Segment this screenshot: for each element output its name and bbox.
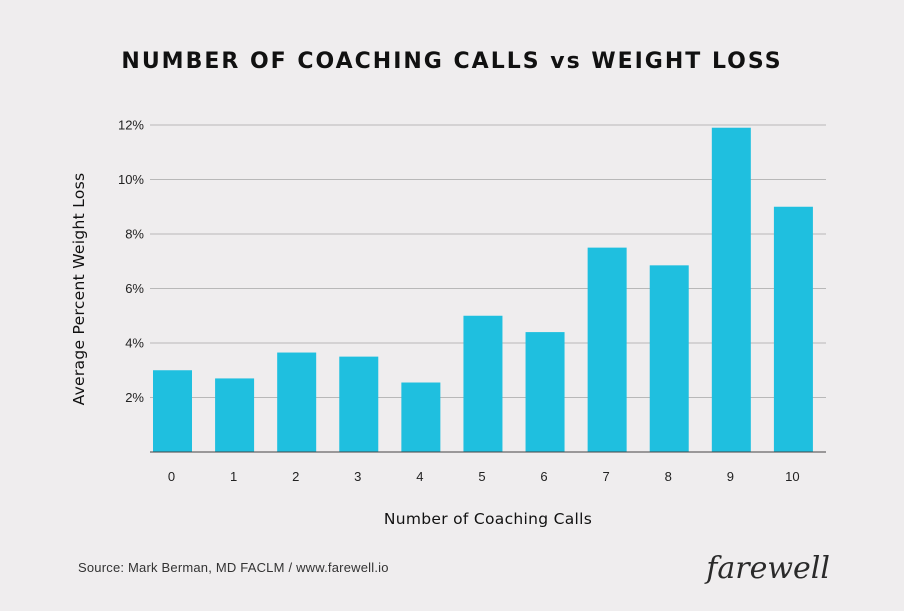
x-axis-ticks: 0 1 2 3 4 5 6 7 8 9 10	[168, 469, 800, 484]
bar-8	[649, 265, 689, 452]
x-tick-label: 4	[416, 469, 423, 484]
y-tick-label: 6%	[125, 281, 144, 296]
bar-4	[401, 382, 441, 452]
bar-3	[339, 356, 379, 452]
chart-title: NUMBER OF COACHING CALLS vs WEIGHT LOSS	[121, 49, 782, 74]
y-tick-label: 4%	[125, 336, 144, 351]
x-tick-label: 9	[727, 469, 734, 484]
x-tick-label: 1	[230, 469, 237, 484]
bar-7	[587, 247, 627, 452]
x-axis-label: Number of Coaching Calls	[384, 510, 592, 528]
source-note: Source: Mark Berman, MD FACLM / www.fare…	[78, 560, 389, 575]
bar-0	[153, 370, 192, 452]
bar-5	[463, 315, 503, 452]
y-axis-ticks: 2% 4% 6% 8% 10% 12%	[118, 118, 144, 406]
bar-1	[215, 378, 255, 452]
bar-2	[277, 352, 317, 452]
x-tick-label: 3	[354, 469, 361, 484]
x-tick-label: 6	[540, 469, 547, 484]
y-axis-label: Average Percent Weight Loss	[70, 173, 88, 406]
x-tick-label: 5	[478, 469, 485, 484]
y-tick-label: 8%	[125, 227, 144, 242]
x-tick-label: 10	[785, 469, 799, 484]
y-tick-label: 10%	[118, 172, 144, 187]
x-tick-label: 7	[603, 469, 610, 484]
bar-6	[525, 332, 565, 452]
bars	[153, 127, 813, 452]
x-tick-label: 2	[292, 469, 299, 484]
x-tick-label: 8	[665, 469, 672, 484]
bar-9	[711, 127, 751, 452]
brand-logo: farewell	[704, 551, 830, 586]
bar-10	[773, 206, 813, 452]
y-tick-label: 2%	[125, 390, 144, 405]
y-tick-label: 12%	[118, 118, 144, 133]
x-tick-label: 0	[168, 469, 175, 484]
